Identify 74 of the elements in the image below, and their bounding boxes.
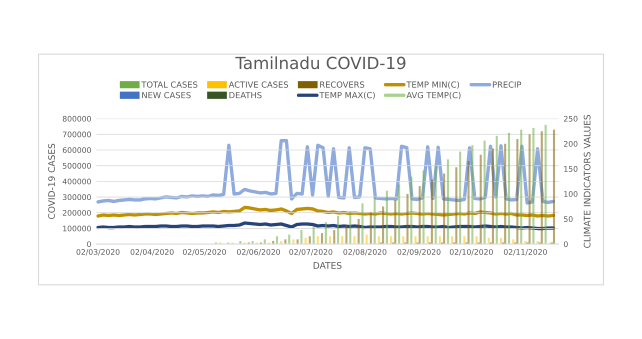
bar: [520, 130, 522, 244]
bar: [528, 134, 531, 244]
bar: [370, 212, 372, 244]
bar: [422, 170, 425, 244]
bar: [552, 130, 556, 244]
y2-axis-title: CLIMATE INDICATORS VALUES: [584, 114, 591, 248]
bar: [358, 218, 360, 244]
chart-title: Tamilnadu COVID-19: [235, 56, 406, 70]
bar: [484, 140, 486, 244]
bar: [308, 236, 311, 244]
line-series: [96, 139, 555, 205]
bar: [349, 211, 352, 244]
bar: [288, 234, 290, 244]
bar: [333, 230, 336, 244]
bar: [467, 160, 470, 244]
bar: [496, 136, 498, 244]
bar: [488, 238, 490, 244]
legend-label: PRECIP: [492, 81, 522, 88]
bar: [324, 222, 327, 244]
legend-label: ACTIVE CASES: [228, 81, 288, 88]
bar: [341, 236, 344, 244]
bar: [430, 180, 433, 244]
bar: [438, 236, 441, 244]
bar: [476, 236, 478, 244]
bar: [328, 236, 332, 244]
bar: [276, 236, 278, 244]
bar: [320, 233, 324, 244]
bar: [406, 194, 409, 244]
bar: [471, 145, 474, 244]
legend-label: TEMP MIN(C): [406, 81, 460, 89]
legend-label: DEATHS: [229, 92, 262, 98]
bar: [443, 174, 446, 244]
legend-label: NEW CASES: [142, 92, 191, 98]
y-axis-title: COVID-19 CASES: [48, 144, 55, 220]
bar: [480, 154, 482, 244]
bar: [516, 139, 518, 244]
bar: [390, 236, 392, 244]
bar: [374, 197, 376, 244]
bar: [402, 236, 404, 244]
legend-label: TOTAL CASES: [141, 81, 198, 88]
bar: [426, 236, 429, 244]
bar: [337, 216, 340, 244]
bar: [418, 186, 421, 244]
bar: [410, 176, 412, 244]
line-series: [96, 206, 555, 218]
bar: [532, 128, 534, 244]
bar: [451, 236, 454, 244]
legend-label: AVG TEMP(C): [406, 92, 461, 100]
bar: [463, 236, 466, 244]
bar: [455, 167, 458, 244]
bar: [366, 234, 368, 244]
bar: [459, 152, 462, 244]
x-axis-title: DATES: [314, 262, 342, 269]
bar: [312, 226, 315, 244]
bar: [414, 236, 417, 244]
bar: [394, 200, 396, 244]
bar: [316, 236, 319, 244]
bar: [378, 236, 380, 244]
bar: [353, 236, 356, 244]
bar: [345, 225, 348, 244]
legend-label: RECOVERS: [320, 81, 364, 88]
bar: [361, 203, 364, 244]
bar: [446, 159, 449, 244]
bar: [398, 184, 400, 244]
bar: [508, 132, 510, 244]
legend-label: TEMP MAX(C): [319, 92, 375, 100]
bar: [300, 230, 302, 244]
bar: [382, 206, 384, 244]
bar: [492, 148, 494, 244]
bar: [504, 144, 506, 244]
bar: [434, 166, 437, 244]
bar: [386, 190, 388, 244]
bar: [540, 131, 543, 244]
bar: [544, 124, 547, 244]
